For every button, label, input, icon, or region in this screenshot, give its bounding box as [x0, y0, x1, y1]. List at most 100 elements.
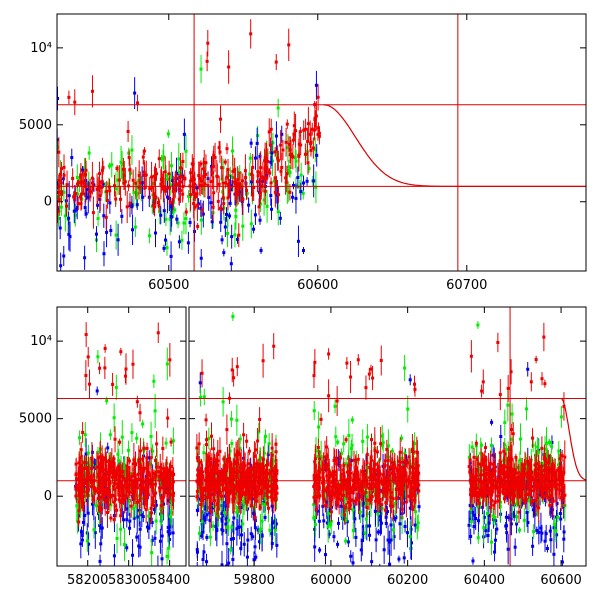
bottom-red-point [381, 482, 385, 486]
bottom-red-point [109, 516, 113, 520]
top-red-point [292, 133, 296, 137]
bottom-green-point [257, 430, 261, 434]
top-red-point [167, 172, 171, 176]
bottom-red-point [236, 485, 240, 489]
bottom-red-point [216, 507, 220, 511]
bottom-green-point [415, 525, 419, 529]
top-red-point [128, 168, 132, 172]
bottom-red-point [259, 491, 263, 495]
top-red-point [159, 182, 163, 186]
top-red-point [137, 185, 141, 189]
bottom-blue-point [246, 538, 250, 542]
bottom-red-point [171, 494, 175, 498]
bottom-red-point [230, 470, 234, 474]
top-red-point [148, 187, 152, 191]
top-green-point [235, 196, 239, 200]
bottom-red-point [199, 502, 203, 506]
bottom-red-point [273, 494, 277, 498]
bottom-red-point [250, 473, 254, 477]
bottom-red-point [138, 465, 142, 469]
bottom-green-point [343, 503, 347, 507]
bottom-blue-point [84, 452, 88, 456]
bottom-blue-point [388, 562, 392, 566]
bottom-green-point [413, 442, 417, 446]
bottom-blue-point [403, 525, 407, 529]
top-red-point [239, 185, 243, 189]
bottom-green-point [351, 528, 355, 532]
bottom-blue-point [93, 462, 97, 466]
bottom-green-point [92, 528, 96, 532]
bottom-red-point [198, 460, 202, 464]
bottom-red-point [335, 482, 339, 486]
bottom-green-point [264, 496, 268, 500]
top-red-point [59, 181, 63, 185]
bottom-blue-point [336, 542, 340, 546]
bottom-red-point [328, 490, 332, 494]
top-red-point [122, 181, 126, 185]
bottom-red-point [412, 493, 416, 497]
top-red-point [138, 181, 142, 185]
bottom-red-point [102, 476, 106, 480]
bottom-green-point [319, 455, 323, 459]
top-red-point [316, 132, 320, 136]
bottom-blue-point [368, 524, 372, 528]
top-red-point [310, 127, 314, 131]
bottom-blue-point [266, 453, 270, 457]
bottom-blue-point [201, 517, 205, 521]
bottom-red-point [84, 333, 88, 337]
bottom-red-point [126, 473, 130, 477]
bottom-green-point [358, 510, 362, 514]
bottom-blue-point [138, 527, 142, 531]
top-green-point [121, 176, 125, 180]
bottom-red-point [375, 450, 379, 454]
top-blue-point [85, 188, 89, 192]
bottom-blue-point [214, 524, 218, 528]
bottom-red-point [113, 437, 117, 441]
bottom-blue-point [86, 511, 90, 515]
top-green-point [177, 157, 181, 161]
top-red-point [196, 224, 200, 228]
bottom-green-point [340, 452, 344, 456]
bottom-red-point [81, 497, 85, 501]
top-red-point [101, 166, 105, 170]
bottom-green-point [268, 479, 272, 483]
top-green-point [120, 162, 124, 166]
bottom-red-point [206, 459, 210, 463]
bottom-green-point [393, 501, 397, 505]
bottom-green-point [120, 435, 124, 439]
top-blue-point [230, 184, 234, 188]
bottom-red-point [365, 482, 369, 486]
bottom-red-point [367, 486, 371, 490]
bottom-red-point [230, 472, 234, 476]
top-blue-point [207, 195, 211, 199]
top-green-point [294, 159, 298, 163]
top-blue-point [255, 141, 259, 145]
top-green-point [199, 218, 203, 222]
top-red-point [294, 129, 298, 133]
bottom-red-point [84, 482, 88, 486]
bottom-red-point [80, 474, 84, 478]
bottom-red-point [110, 460, 114, 464]
bottom-blue-point [132, 516, 136, 520]
bottom-red-point [411, 467, 415, 471]
top-red-point [91, 211, 95, 215]
bottom-red-point [158, 465, 162, 469]
bottom-red-point [109, 495, 113, 499]
top-red-point [88, 188, 92, 192]
top-red-point [314, 114, 318, 118]
bottom-blue-point [103, 485, 107, 489]
bottom-red-point [223, 462, 227, 466]
top-red-point [212, 153, 216, 157]
top-green-point [162, 155, 166, 159]
top-green-point [119, 160, 123, 164]
bottom-blue-point [125, 546, 129, 550]
bottom-blue-point [394, 516, 398, 520]
top-red-point [212, 191, 216, 195]
bottom-blue-point [153, 536, 157, 540]
top-red-point [269, 127, 273, 131]
top-red-point [206, 41, 210, 45]
bottom-red-point [84, 466, 88, 470]
top-red-point [151, 203, 155, 207]
bottom-green-point [400, 436, 404, 440]
bottom-red-point [354, 487, 358, 491]
